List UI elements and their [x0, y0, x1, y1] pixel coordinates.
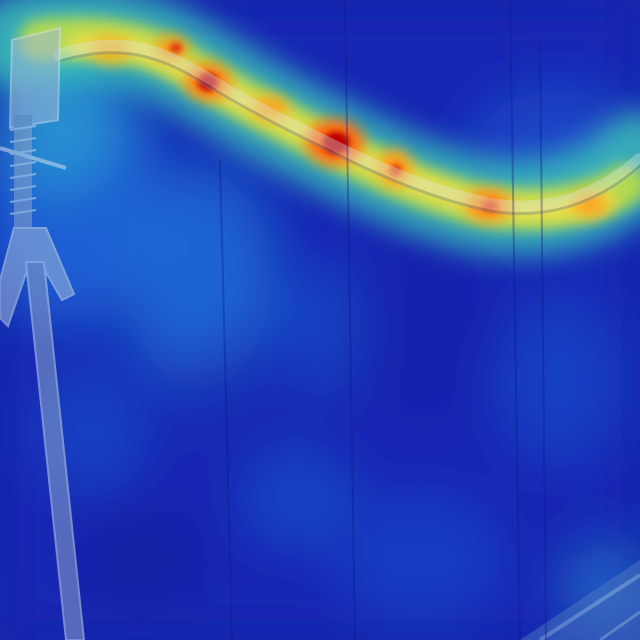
cable-object — [53, 39, 640, 216]
texture-lines — [219, 0, 547, 640]
frame-edge — [520, 560, 640, 640]
pole-structure — [0, 26, 86, 640]
peak-spots — [170, 43, 498, 212]
